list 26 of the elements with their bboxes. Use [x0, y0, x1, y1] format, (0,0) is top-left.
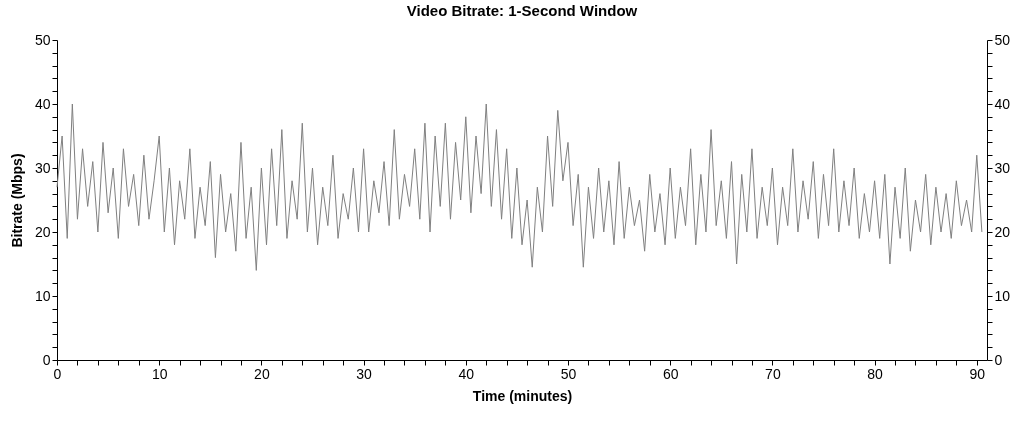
y2-tick-label: 50 [994, 31, 1011, 48]
x-tick-label: 20 [254, 365, 270, 382]
x-tick-label: 90 [969, 365, 986, 382]
x-tick-label: 50 [560, 365, 577, 382]
y-tick-label: 0 [42, 351, 51, 368]
x-tick-label: 60 [662, 365, 679, 382]
y2-tick-label: 20 [994, 223, 1011, 240]
y-tick-label: 50 [34, 31, 51, 48]
y-tick-label: 20 [34, 223, 51, 240]
x-tick-label: 0 [53, 365, 62, 382]
y-tick-label: 10 [34, 287, 51, 304]
x-tick-label: 30 [356, 365, 373, 382]
x-axis-title: Time (minutes) [472, 387, 573, 404]
y2-tick-label: 40 [994, 95, 1011, 112]
x-tick-label: 70 [765, 365, 781, 382]
x-tick-label: 40 [458, 365, 475, 382]
y2-tick-label: 10 [994, 287, 1011, 304]
chart-title: Video Bitrate: 1-Second Window [406, 2, 638, 19]
y-tick-label: 30 [34, 159, 51, 176]
y2-tick-label: 30 [994, 159, 1011, 176]
y-tick-label: 40 [34, 95, 51, 112]
x-tick-label: 10 [151, 365, 168, 382]
x-tick-label: 80 [867, 365, 884, 382]
y2-tick-label: 0 [994, 351, 1003, 368]
y-axis-title: Bitrate (Mbps) [8, 153, 25, 248]
line-series [56, 103, 983, 271]
